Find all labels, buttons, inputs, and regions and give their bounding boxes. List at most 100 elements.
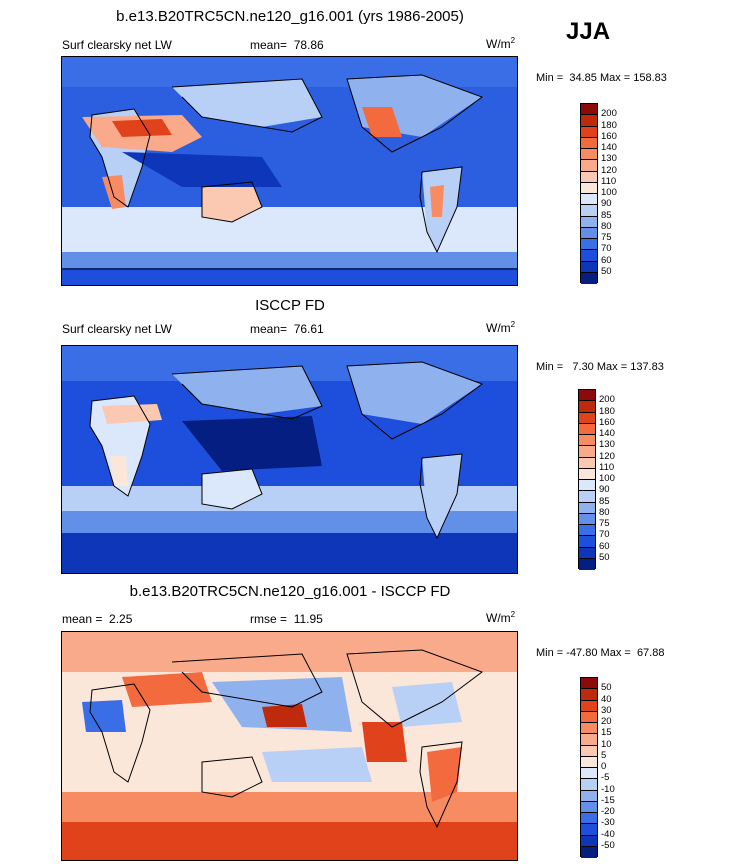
colorbar-tick-label: 60: [601, 254, 612, 266]
colorbar-tick-label: 30: [601, 704, 612, 716]
map-plot: [61, 631, 518, 861]
colorbar-tick-label: -50: [601, 839, 615, 851]
colorbar-tick-label: 75: [599, 518, 610, 529]
colorbar-tick-label: 75: [601, 232, 612, 243]
mean-stat: mean= 76.61: [250, 322, 324, 336]
rmse-label: rmse =: [250, 612, 288, 626]
colorbar-swatch: [581, 768, 597, 780]
min-value: 34.85: [569, 72, 597, 84]
colorbar-swatch: [579, 558, 595, 570]
colorbar-tick-label: 180: [599, 405, 615, 417]
colorbar-tick-label: 110: [601, 175, 617, 187]
colorbar-tick-label: 50: [599, 551, 610, 563]
map-plot: [61, 56, 518, 286]
colorbar-swatch: [581, 700, 597, 712]
colorbar-tick-label: -40: [601, 828, 615, 840]
panel-title: ISCCP FD: [255, 297, 325, 314]
colorbar-swatch: [581, 115, 597, 127]
colorbar-swatch: [579, 547, 595, 559]
colorbar-tick-label: 130: [599, 439, 615, 451]
colorbar-tick-label: 0: [601, 761, 607, 772]
units-exponent: 2: [510, 610, 516, 619]
colorbar-tick-label: 120: [599, 450, 615, 462]
colorbar-swatch: [581, 104, 597, 116]
colorbar-swatch: [579, 435, 595, 447]
max-label: Max =: [599, 72, 631, 84]
colorbar-swatch: [581, 216, 597, 228]
colorbar-swatch: [579, 390, 595, 402]
mean-label: mean=: [250, 38, 288, 52]
colorbar-tick-label: 85: [601, 209, 612, 221]
units-text: W/m: [486, 321, 511, 335]
colorbar-swatch: [581, 689, 597, 701]
max-value: 158.83: [633, 72, 667, 84]
colorbar-swatch: [581, 272, 597, 284]
colorbar-swatch: [581, 835, 597, 847]
colorbar-swatch: [581, 227, 597, 239]
colorbar-swatch: [579, 457, 595, 469]
colorbar-tick-label: 200: [601, 108, 617, 120]
colorbar-swatch: [581, 813, 597, 825]
colorbar-swatch: [581, 734, 597, 746]
colorbar-swatch: [581, 824, 597, 836]
variable-label: Surf clearsky net LW: [62, 322, 172, 336]
colorbar-swatch: [581, 182, 597, 194]
season-label: JJA: [566, 18, 611, 45]
map-plot: [61, 345, 518, 574]
units-label: W/m2: [486, 36, 515, 51]
colorbar-tick-label: 120: [601, 164, 617, 176]
variable-label: Surf clearsky net LW: [62, 38, 172, 52]
colorbar-swatch: [581, 250, 597, 262]
max-value: 137.83: [630, 361, 664, 373]
colorbar-tick-label: 10: [601, 738, 612, 750]
units-text: W/m: [486, 611, 511, 625]
colorbar-tick-label: 90: [601, 198, 612, 210]
colorbar-tick-label: 5: [601, 749, 607, 761]
colorbar-tick-label: 40: [601, 693, 612, 705]
colorbar-tick-label: 80: [599, 506, 610, 518]
colorbar-swatch: [581, 711, 597, 723]
colorbar-swatch: [581, 126, 597, 138]
colorbar-swatch: [579, 491, 595, 503]
colorbar-swatch: [581, 846, 597, 858]
colorbar-swatch: [579, 513, 595, 525]
colorbar: [578, 389, 596, 570]
colorbar-swatch: [581, 779, 597, 791]
colorbar-swatch: [581, 790, 597, 802]
colorbar-tick-label: 140: [601, 142, 617, 153]
rmse-value: 11.95: [293, 612, 323, 626]
colorbar-swatch: [579, 536, 595, 548]
colorbar-swatch: [579, 412, 595, 424]
mean-value: 2.25: [109, 612, 133, 626]
mean-stat: mean = 2.25: [62, 612, 132, 626]
colorbar-tick-label: 85: [599, 495, 610, 507]
colorbar-tick-label: 60: [599, 540, 610, 552]
colorbar-swatch: [579, 401, 595, 413]
max-label: Max =: [596, 361, 628, 373]
colorbar-tick-label: 160: [601, 130, 617, 142]
colorbar-tick-label: 50: [601, 265, 612, 277]
units-text: W/m: [486, 37, 511, 51]
colorbar-swatch: [579, 468, 595, 480]
mean-stat: mean= 78.86: [250, 38, 324, 52]
mean-value: 76.61: [293, 322, 324, 336]
colorbar-swatch: [581, 160, 597, 172]
colorbar-tick-label: 90: [599, 484, 610, 496]
colorbar-swatch: [581, 194, 597, 206]
colorbar-swatch: [581, 239, 597, 251]
colorbar-tick-label: 80: [601, 220, 612, 232]
min-value: -47.80: [566, 647, 598, 659]
max-value: 67.88: [636, 647, 665, 659]
colorbar-tick-label: -15: [601, 794, 615, 806]
colorbar-swatch: [581, 801, 597, 813]
colorbar-tick-label: -20: [601, 806, 615, 817]
colorbar-swatch: [579, 423, 595, 435]
colorbar-swatch: [581, 723, 597, 735]
colorbar-swatch: [579, 502, 595, 514]
colorbar-tick-label: 20: [601, 716, 612, 727]
units-exponent: 2: [510, 36, 516, 45]
min-label: Min =: [536, 361, 564, 373]
colorbar-tick-label: -30: [601, 817, 615, 829]
colorbar-tick-label: 70: [601, 243, 612, 255]
colorbar-swatch: [581, 745, 597, 757]
